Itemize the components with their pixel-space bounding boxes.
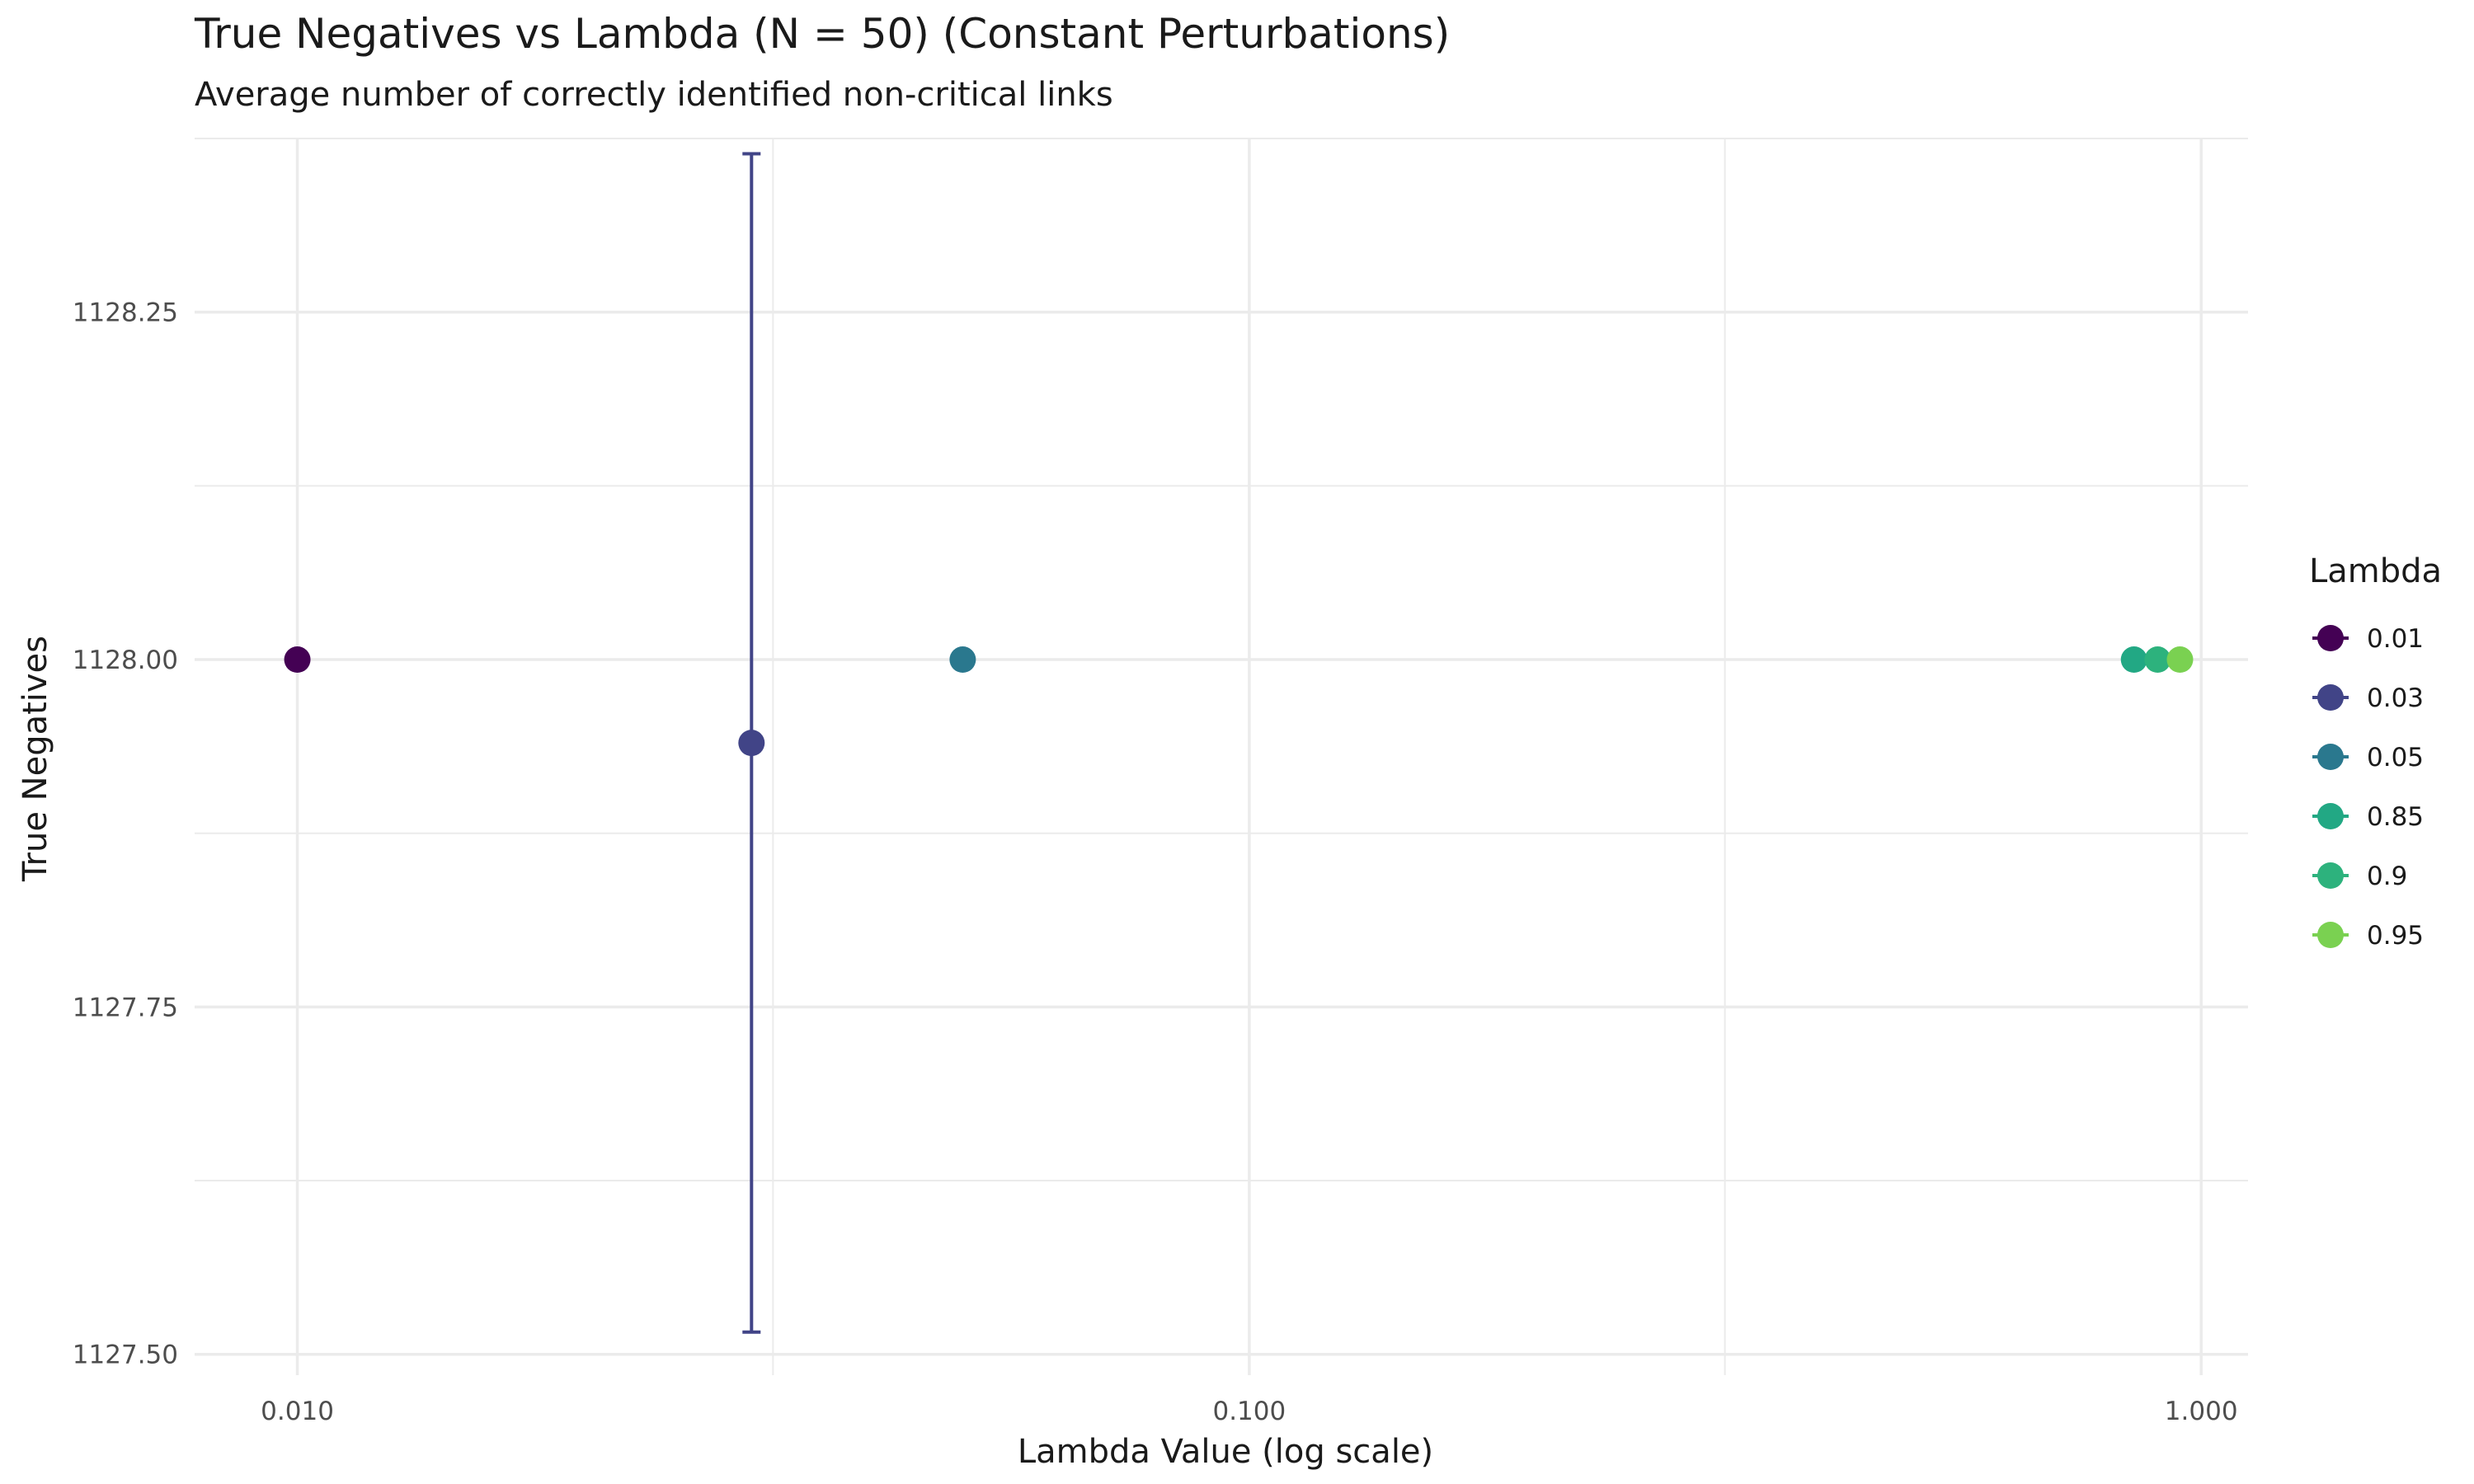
x-tick-label: 0.010: [261, 1397, 334, 1426]
legend-key-dot: [2317, 862, 2344, 889]
chart-subtitle: Average number of correctly identified n…: [195, 76, 1113, 114]
legend-label: 0.9: [2367, 862, 2407, 891]
x-axis-title: Lambda Value (log scale): [1018, 1433, 1433, 1471]
x-axis-ticks: 0.010 0.100 1.000: [261, 1397, 2237, 1426]
x-tick-label: 0.100: [1212, 1397, 1286, 1426]
legend-item: 0.95: [2312, 921, 2424, 951]
legend-label: 0.85: [2367, 802, 2424, 832]
data-point: [738, 730, 765, 757]
data-point: [2120, 646, 2147, 674]
chart-title: True Negatives vs Lambda (N = 50) (Const…: [194, 10, 1450, 58]
y-tick-label: 1128.25: [73, 298, 178, 328]
legend-key-dot: [2317, 744, 2344, 770]
legend-item: 0.05: [2312, 743, 2424, 773]
data-point: [2166, 646, 2194, 674]
legend-label: 0.95: [2367, 921, 2424, 951]
y-tick-label: 1128.00: [73, 646, 178, 675]
data-marks: [284, 152, 2194, 1334]
y-tick-label: 1127.75: [73, 993, 178, 1022]
legend-label: 0.03: [2367, 683, 2424, 713]
legend-key-dot: [2317, 625, 2344, 651]
legend-key-dot: [2317, 684, 2344, 711]
legend-key-dot: [2317, 803, 2344, 829]
legend-item: 0.03: [2312, 683, 2424, 713]
legend: Lambda 0.01 0.03 0.05 0.85 0.9 0.95: [2309, 552, 2442, 951]
legend-item: 0.9: [2312, 862, 2407, 891]
legend-label: 0.01: [2367, 624, 2424, 654]
legend-item: 0.01: [2312, 624, 2424, 654]
legend-item: 0.85: [2312, 802, 2424, 832]
grid: [195, 138, 2248, 1375]
x-tick-label: 1.000: [2165, 1397, 2238, 1426]
legend-key-dot: [2317, 922, 2344, 948]
data-point: [2144, 646, 2171, 674]
y-axis-title: True Negatives: [16, 636, 54, 882]
y-axis-ticks: 1127.50 1127.75 1128.00 1128.25: [73, 298, 178, 1370]
y-tick-label: 1127.50: [73, 1341, 178, 1370]
data-point: [949, 646, 976, 674]
legend-label: 0.05: [2367, 743, 2424, 773]
data-point: [284, 646, 311, 674]
legend-title: Lambda: [2309, 552, 2442, 590]
